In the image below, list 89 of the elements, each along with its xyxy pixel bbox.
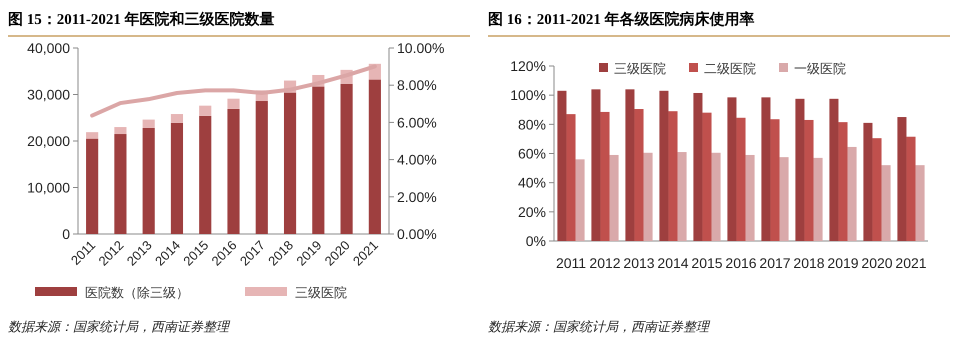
y-tick-label: 80% — [518, 116, 546, 132]
y-tick-label: 0 — [62, 226, 70, 242]
legend-label: 二级医院 — [704, 61, 756, 76]
x-tick-label: 2019 — [827, 255, 859, 271]
bar — [114, 134, 126, 234]
bar — [659, 90, 668, 241]
x-tick-label: 2015 — [691, 255, 723, 271]
bar — [610, 154, 619, 241]
bar — [368, 80, 381, 234]
y-tick-label: 100% — [510, 87, 546, 104]
bar — [142, 128, 155, 234]
bar — [804, 120, 814, 241]
chart-title: 图 15：2011-2021 年医院和三级医院数量 — [8, 11, 275, 28]
bar — [256, 101, 268, 234]
y-tick-label: 40,000 — [27, 40, 70, 56]
y2-tick-label: 10.00% — [397, 40, 444, 56]
line-series — [90, 64, 377, 118]
legend-label: 医院数（除三级） — [85, 285, 189, 300]
bar — [566, 114, 576, 241]
x-tick-label: 2013 — [623, 255, 655, 271]
y-tick-label: 40% — [518, 174, 546, 191]
bar — [780, 157, 789, 241]
bar — [312, 86, 324, 234]
x-tick-label: 2014 — [657, 255, 689, 271]
y2-tick-label: 0.00% — [397, 226, 437, 242]
bar — [340, 84, 353, 234]
bar — [644, 152, 653, 241]
bar — [770, 119, 780, 241]
y2-tick-label: 4.00% — [397, 152, 437, 168]
x-tick-label: 2021 — [895, 255, 927, 271]
bar — [634, 109, 644, 241]
bar — [727, 97, 736, 241]
bar — [625, 89, 634, 241]
bar — [227, 108, 240, 234]
x-tick-label: 2020 — [861, 255, 893, 271]
y2-tick-label: 6.00% — [397, 114, 437, 130]
x-tick-label: 2018 — [793, 255, 825, 271]
x-tick-label: 2017 — [759, 255, 791, 271]
bar — [227, 98, 240, 109]
bar — [916, 165, 925, 241]
bar — [795, 98, 804, 241]
bar — [693, 92, 702, 241]
y2-tick-label: 2.00% — [397, 188, 437, 205]
bar — [678, 152, 687, 241]
x-tick-label: 2016 — [725, 255, 757, 271]
bar — [199, 116, 212, 234]
y-tick-label: 120% — [510, 58, 546, 74]
y-tick-label: 20,000 — [27, 133, 70, 149]
bar — [557, 90, 566, 241]
legend-label: 三级医院 — [614, 61, 666, 76]
bar — [863, 122, 872, 241]
bar — [906, 136, 916, 241]
legend-label: 三级医院 — [295, 285, 347, 300]
bar — [872, 138, 882, 241]
bar — [576, 159, 585, 241]
bar — [761, 97, 770, 241]
bar — [170, 122, 184, 234]
y-tick-label: 20% — [518, 204, 546, 220]
bar — [86, 138, 98, 234]
x-tick-label: 2012 — [589, 255, 621, 271]
bar — [600, 112, 610, 241]
bar — [829, 98, 838, 241]
bar — [882, 165, 891, 241]
y-tick-label: 30,000 — [27, 86, 70, 102]
source-note: 数据来源：国家统计局，西南证券整理 — [8, 319, 231, 334]
bar — [199, 106, 212, 116]
bar — [114, 127, 126, 134]
source-note: 数据来源：国家统计局，西南证券整理 — [488, 319, 711, 334]
bar — [848, 146, 857, 241]
bar — [86, 132, 98, 139]
x-tick-label: 2011 — [556, 255, 586, 271]
bar — [142, 120, 155, 128]
bar — [712, 152, 721, 241]
bar — [814, 158, 823, 241]
bar — [736, 118, 746, 241]
y-tick-label: 10,000 — [27, 180, 70, 196]
y-tick-label: 60% — [518, 146, 546, 162]
bar — [702, 112, 712, 241]
y-tick-label: 0% — [526, 233, 546, 249]
bar — [838, 122, 848, 241]
legend-label: 一级医院 — [794, 61, 846, 76]
bar — [668, 111, 678, 241]
y2-tick-label: 8.00% — [397, 77, 437, 94]
bar — [897, 117, 906, 241]
chart-title: 图 16：2011-2021 年各级医院病床使用率 — [488, 10, 755, 28]
bar — [284, 92, 296, 234]
bar — [170, 114, 184, 123]
bar — [746, 154, 755, 241]
bar — [591, 89, 600, 241]
